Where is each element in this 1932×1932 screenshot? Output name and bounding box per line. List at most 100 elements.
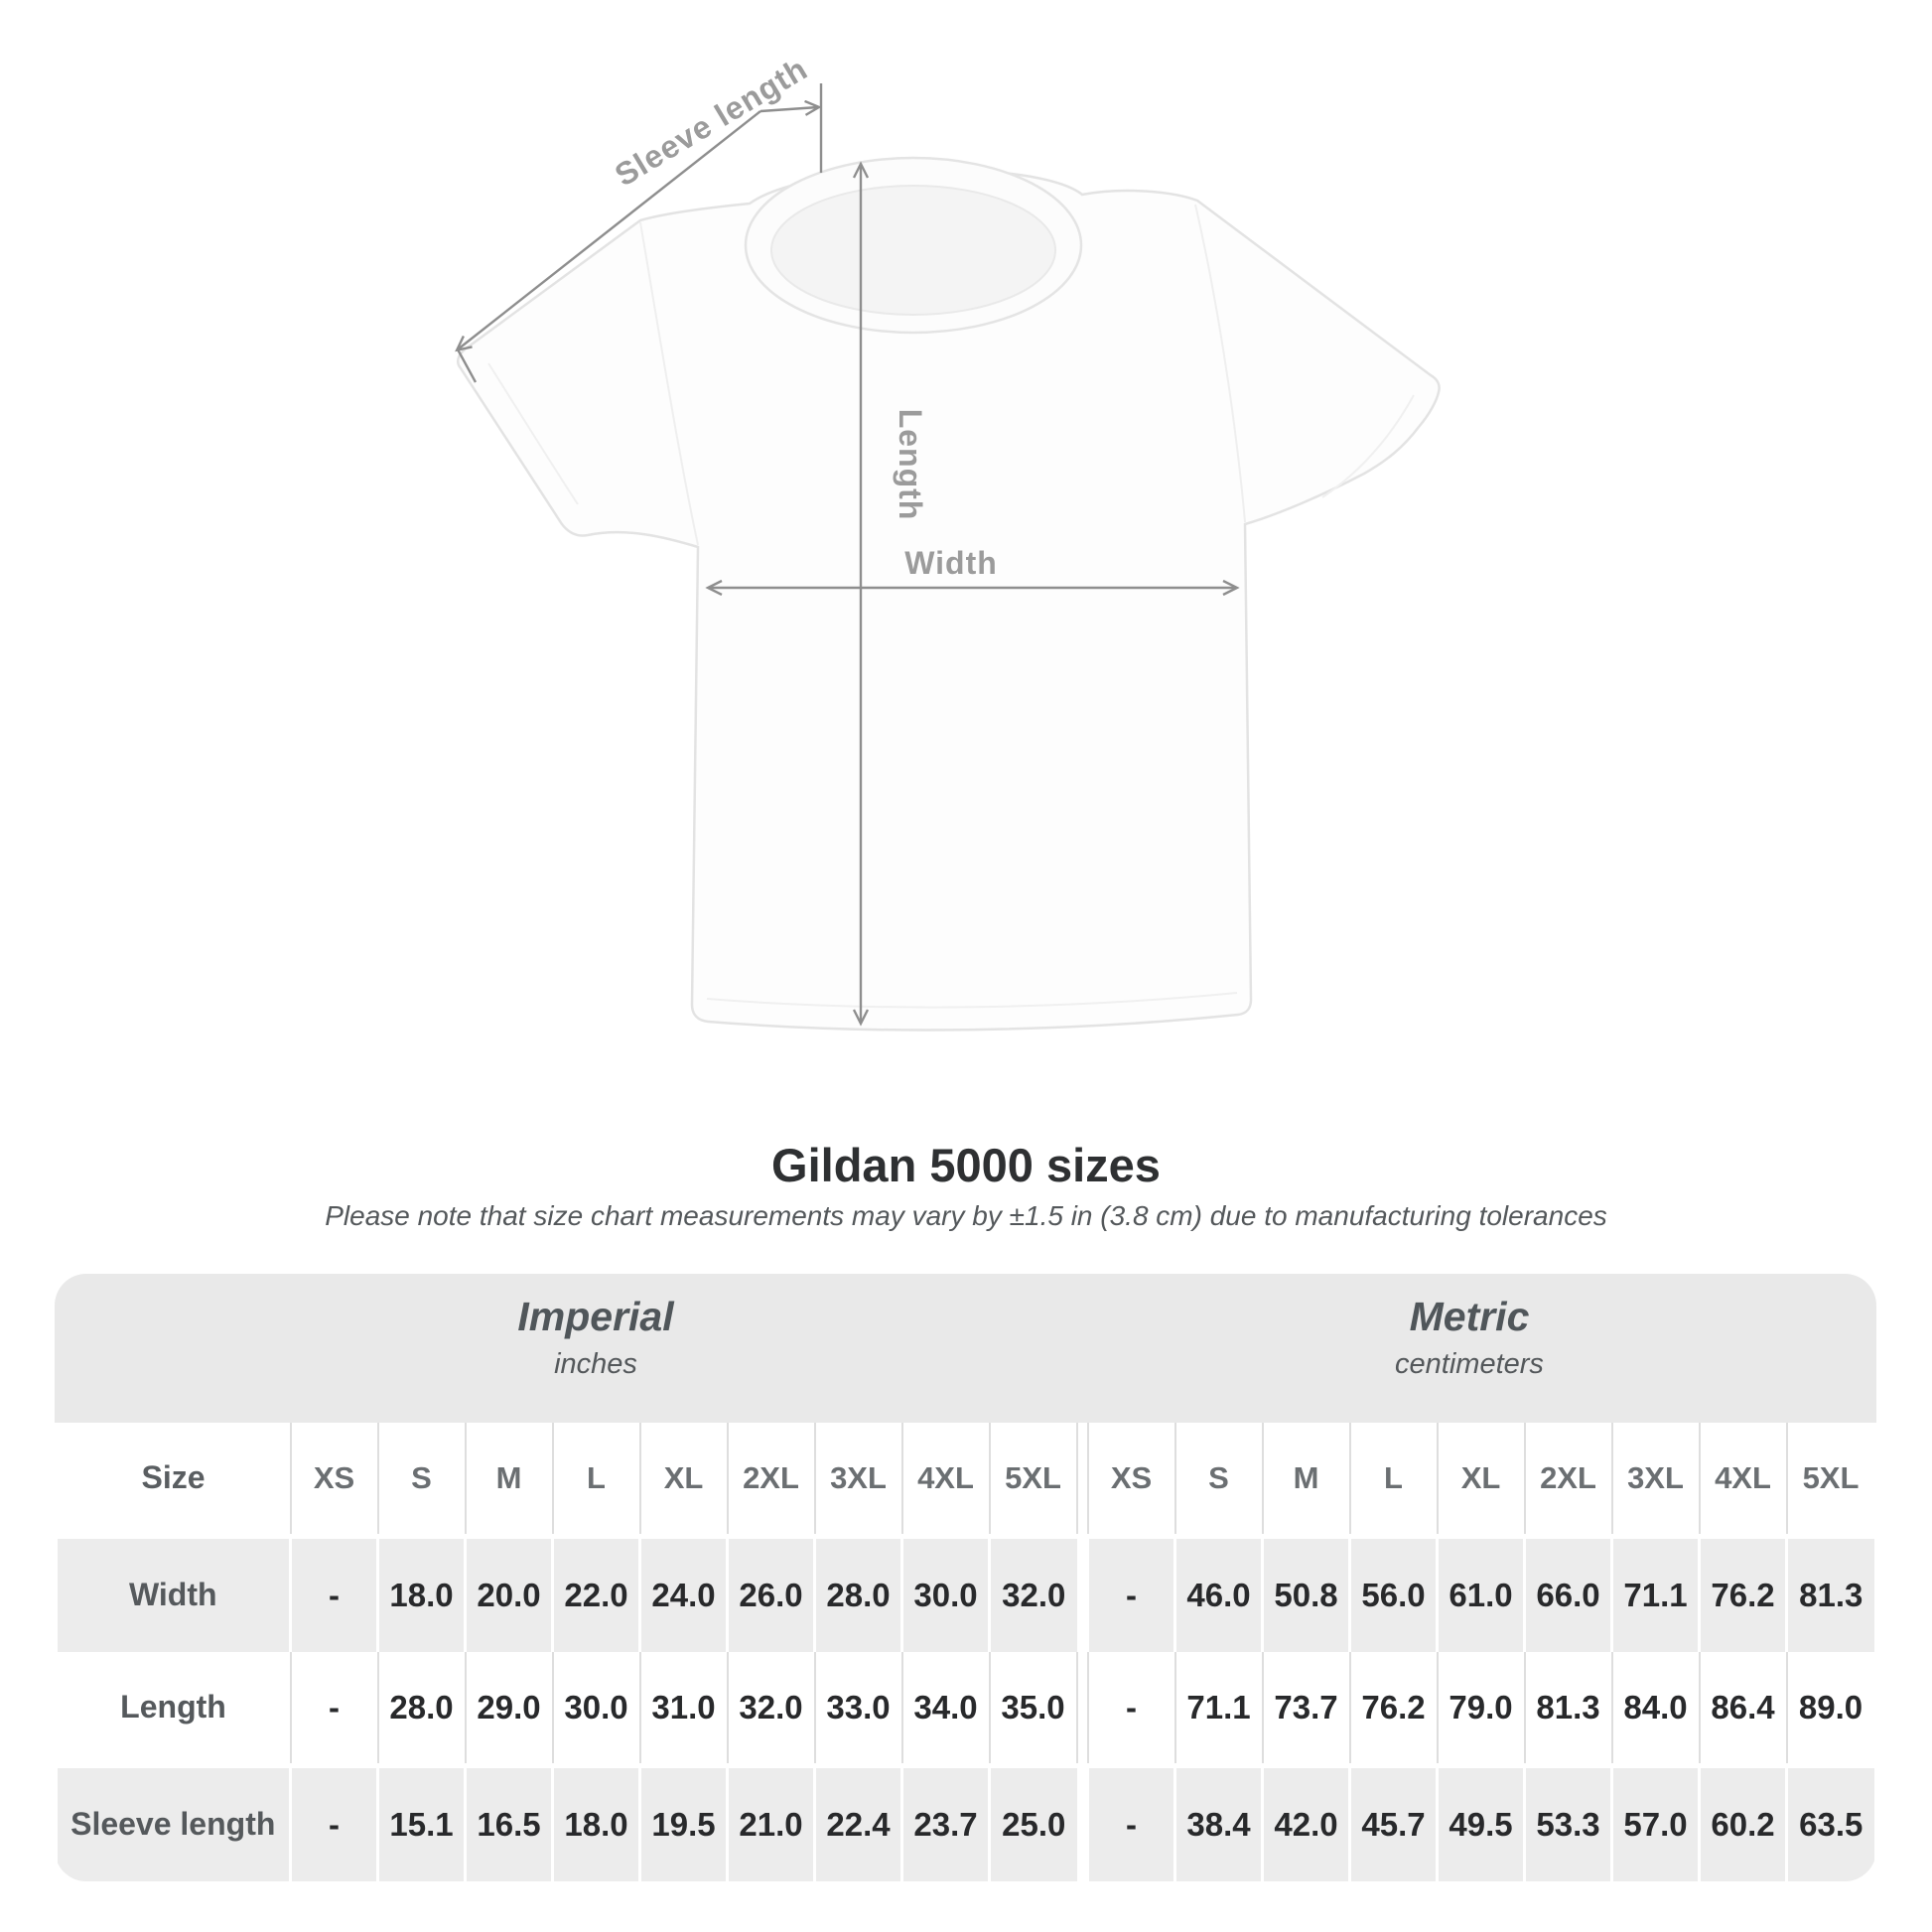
unit-divider (1075, 1423, 1088, 1536)
row-label: Width (57, 1533, 291, 1652)
cell: 30.0 (551, 1652, 640, 1765)
cell: - (289, 1762, 378, 1881)
sleeve-length-arrow (458, 83, 823, 383)
size-col-header: 5XL (988, 1423, 1077, 1536)
tshirt-diagram: Sleeve length Length Width (0, 51, 1441, 1032)
size-col-header: 3XL (1610, 1423, 1700, 1536)
cell: 45.7 (1348, 1762, 1438, 1881)
cell: 60.2 (1698, 1762, 1787, 1881)
size-col-header: M (1261, 1423, 1350, 1536)
cell: - (289, 1533, 378, 1652)
cell: 81.3 (1785, 1533, 1874, 1652)
cell: 25.0 (988, 1762, 1077, 1881)
unit-divider (1076, 1533, 1088, 1652)
tshirt-outline (456, 156, 1441, 1032)
tolerance-note: Please note that size chart measurements… (325, 1200, 1607, 1231)
cell: 19.5 (638, 1762, 728, 1881)
cell: 79.0 (1436, 1652, 1525, 1765)
size-col-header: S (376, 1423, 466, 1536)
cell: 38.4 (1173, 1762, 1263, 1881)
size-col-header: 2XL (1523, 1423, 1612, 1536)
cell: 63.5 (1785, 1762, 1874, 1881)
cell: 57.0 (1610, 1762, 1700, 1881)
size-col-header: L (551, 1423, 640, 1536)
cell: 50.8 (1261, 1533, 1350, 1652)
cell: 21.0 (726, 1762, 815, 1881)
cell: 86.4 (1698, 1652, 1787, 1765)
unit-header-band: Imperial inches Metric centimeters (55, 1274, 1876, 1423)
sleeve-length-label: Sleeve length (609, 51, 814, 194)
cell: 18.0 (551, 1762, 640, 1881)
cell: 89.0 (1785, 1652, 1874, 1765)
size-col-header: XS (289, 1423, 378, 1536)
cell: 16.5 (464, 1762, 553, 1881)
cell: 76.2 (1348, 1652, 1438, 1765)
size-col-header: XS (1086, 1423, 1175, 1536)
size-col-header: XL (638, 1423, 728, 1536)
size-table: Imperial inches Metric centimeters Size (55, 1274, 1876, 1881)
imperial-label: Imperial (517, 1294, 674, 1339)
cell: 71.1 (1173, 1652, 1263, 1765)
metric-label: Metric (1409, 1294, 1530, 1339)
size-col-header: M (464, 1423, 553, 1536)
measurements-table: Size XS S M L XL 2XL 3XL 4XL 5XL XS S M … (57, 1423, 1874, 1881)
cell: - (289, 1652, 378, 1765)
cell: 22.0 (551, 1533, 640, 1652)
size-col-header: 4XL (900, 1423, 990, 1536)
cell: 30.0 (900, 1533, 990, 1652)
size-col-header: S (1173, 1423, 1263, 1536)
cell: 22.4 (813, 1762, 902, 1881)
size-header-label: Size (141, 1459, 206, 1496)
table-row-sleeve-length: Sleeve length - 15.1 16.5 18.0 19.5 21.0… (57, 1762, 1874, 1881)
unit-group-imperial: Imperial inches (298, 1274, 894, 1381)
cell: 28.0 (813, 1533, 902, 1652)
cell: - (1086, 1652, 1175, 1765)
cell: 34.0 (900, 1652, 990, 1765)
page-title: Gildan 5000 sizes (771, 1139, 1161, 1191)
width-label: Width (904, 545, 998, 581)
cell: 53.3 (1523, 1762, 1612, 1881)
cell: 76.2 (1698, 1533, 1787, 1652)
cell: 18.0 (376, 1533, 466, 1652)
row-label: Length (120, 1689, 226, 1725)
cell: 15.1 (376, 1762, 466, 1881)
imperial-sublabel: inches (554, 1348, 637, 1380)
cell: 20.0 (464, 1533, 553, 1652)
collar (744, 156, 1083, 335)
cell: 81.3 (1523, 1652, 1612, 1765)
size-col-header: 4XL (1698, 1423, 1787, 1536)
cell: 32.0 (726, 1652, 815, 1765)
cell: 24.0 (638, 1533, 728, 1652)
cell: 28.0 (376, 1652, 466, 1765)
cell: 66.0 (1523, 1533, 1612, 1652)
cell: 42.0 (1261, 1762, 1350, 1881)
size-header-row: Size XS S M L XL 2XL 3XL 4XL 5XL XS S M … (57, 1423, 1874, 1536)
metric-sublabel: centimeters (1395, 1348, 1544, 1380)
size-col-header: L (1348, 1423, 1438, 1536)
cell: 26.0 (726, 1533, 815, 1652)
cell: 32.0 (988, 1533, 1077, 1652)
table-row-width: Width - 18.0 20.0 22.0 24.0 26.0 28.0 30… (57, 1533, 1874, 1652)
cell: 56.0 (1348, 1533, 1438, 1652)
cell: - (1086, 1762, 1175, 1881)
size-col-header: 3XL (813, 1423, 902, 1536)
cell: 23.7 (900, 1762, 990, 1881)
size-col-header: XL (1436, 1423, 1525, 1536)
cell: - (1086, 1533, 1175, 1652)
unit-divider (1075, 1652, 1088, 1765)
cell: 29.0 (464, 1652, 553, 1765)
cell: 31.0 (638, 1652, 728, 1765)
cell: 71.1 (1610, 1533, 1700, 1652)
cell: 84.0 (1610, 1652, 1700, 1765)
unit-group-metric: Metric centimeters (1172, 1274, 1767, 1381)
cell: 46.0 (1173, 1533, 1263, 1652)
table-row-length: Length - 28.0 29.0 30.0 31.0 32.0 33.0 3… (57, 1652, 1874, 1765)
row-label: Sleeve length (57, 1762, 291, 1881)
length-label: Length (893, 409, 928, 521)
cell: 35.0 (988, 1652, 1077, 1765)
cell: 49.5 (1436, 1762, 1525, 1881)
unit-divider (1076, 1762, 1088, 1881)
cell: 73.7 (1261, 1652, 1350, 1765)
size-col-header: 2XL (726, 1423, 815, 1536)
